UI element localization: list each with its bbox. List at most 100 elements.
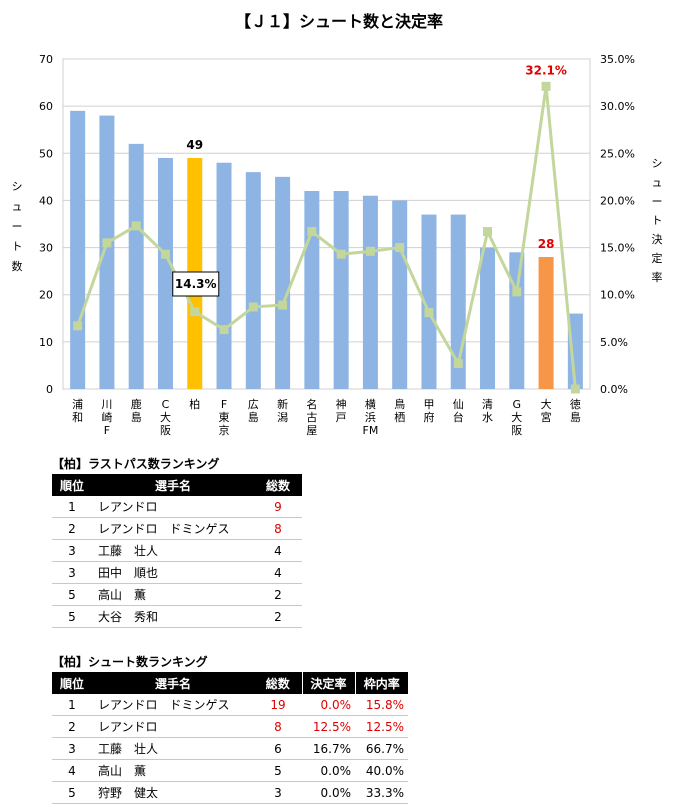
rate-marker bbox=[73, 321, 83, 331]
table-row: 4 高山 薫 5 0.0% 40.0% bbox=[52, 759, 408, 782]
player-cell: 工藤 壮人 bbox=[92, 737, 254, 760]
x-tick-char: 神 bbox=[336, 397, 347, 411]
right-axis-label-char: 定 bbox=[652, 251, 663, 265]
x-tick-char: 水 bbox=[482, 411, 493, 424]
rank-cell: 5 bbox=[52, 781, 92, 804]
table-row: 2 レアンドロ 8 12.5% 12.5% bbox=[52, 715, 408, 738]
bar bbox=[362, 195, 378, 389]
rank-cell: 3 bbox=[52, 561, 92, 584]
bar bbox=[538, 257, 554, 389]
right-axis-label-char: ト bbox=[652, 214, 663, 227]
x-tick-char: 大 bbox=[511, 410, 522, 424]
x-tick-label: 甲府 bbox=[423, 398, 434, 424]
header-rank: 順位 bbox=[52, 672, 92, 694]
bar bbox=[70, 110, 86, 389]
right-tick-label: 30.0% bbox=[600, 100, 635, 113]
total-cell: 4 bbox=[254, 561, 302, 584]
data-label: 32.1% bbox=[525, 63, 567, 77]
right-axis-label-char: 率 bbox=[652, 270, 663, 284]
header-rate: 決定率 bbox=[301, 672, 355, 694]
x-tick-label: 広島 bbox=[248, 398, 259, 424]
rank-cell: 4 bbox=[52, 759, 92, 782]
data-label: 49 bbox=[186, 138, 203, 152]
player-cell: 高山 薫 bbox=[92, 759, 254, 782]
bar bbox=[245, 172, 261, 389]
left-axis-label: シュート数 bbox=[12, 180, 23, 273]
rate-marker bbox=[278, 300, 288, 310]
x-tick-char: 柏 bbox=[189, 397, 200, 411]
header-total: 総数 bbox=[254, 672, 302, 694]
x-tick-char: 和 bbox=[72, 411, 83, 424]
ontarget-cell: 66.7% bbox=[355, 737, 408, 760]
total-cell: 4 bbox=[254, 539, 302, 562]
right-tick-label: 35.0% bbox=[600, 53, 635, 66]
x-tick-char: 広 bbox=[248, 398, 259, 411]
table-row: 1 レアンドロ 9 bbox=[52, 496, 302, 518]
lastpass-ranking-table: 順位 選手名 総数 1 レアンドロ 9 2 レアンドロ ドミンゲス 8 3 工藤 壮人 4 3 田中… bbox=[52, 474, 302, 628]
player-cell: 工藤 壮人 bbox=[92, 539, 254, 562]
player-cell: レアンドロ ドミンゲス bbox=[92, 694, 254, 716]
bar bbox=[333, 191, 349, 389]
x-tick-label: 浦和 bbox=[72, 398, 83, 424]
chart: 【Ｊ１】シュート数と決定率 0 10 20 30 40 50 60 70 0.0% 5.0% 10… bbox=[12, 12, 663, 437]
table-header-row: 順位 選手名 総数 bbox=[52, 474, 302, 496]
x-tick-char: C bbox=[162, 398, 170, 411]
rate-cell: 0.0% bbox=[302, 759, 355, 782]
total-cell: 8 bbox=[254, 715, 302, 738]
x-tick-char: 川 bbox=[101, 398, 112, 411]
x-tick-label: 徳島 bbox=[570, 398, 581, 424]
table-row: 5 大谷 秀和 2 bbox=[52, 605, 302, 628]
x-tick-char: F bbox=[221, 398, 227, 411]
header-ontarget: 枠内率 bbox=[354, 672, 408, 694]
player-cell: 大谷 秀和 bbox=[92, 605, 254, 628]
bar bbox=[128, 143, 144, 389]
x-tick-char: 島 bbox=[248, 410, 259, 424]
rank-cell: 2 bbox=[52, 715, 92, 738]
x-tick-char: 浜 bbox=[365, 411, 376, 424]
x-tick-char: 鹿 bbox=[131, 397, 142, 411]
shots-title: 【柏】シュート数ランキング bbox=[52, 655, 208, 669]
x-tick-char: 仙 bbox=[453, 398, 464, 411]
right-axis-label-char: 決 bbox=[652, 233, 663, 246]
rank-cell: 5 bbox=[52, 583, 92, 606]
header-player: 選手名 bbox=[92, 474, 254, 496]
x-tick-char: 東 bbox=[219, 411, 230, 424]
rate-cell: 0.0% bbox=[302, 781, 355, 804]
line-series bbox=[73, 81, 580, 394]
x-tick-char: 島 bbox=[570, 410, 581, 424]
rate-marker bbox=[541, 81, 551, 91]
total-cell: 3 bbox=[254, 781, 302, 804]
total-cell: 5 bbox=[254, 759, 302, 782]
rank-cell: 5 bbox=[52, 605, 92, 628]
x-tick-char: 鳥 bbox=[394, 397, 405, 411]
x-tick-char: 戸 bbox=[336, 411, 347, 424]
callout-box bbox=[172, 271, 220, 297]
bar bbox=[509, 252, 525, 389]
ontarget-cell: 15.8% bbox=[355, 694, 408, 716]
x-tick-char: 阪 bbox=[511, 423, 522, 437]
table-header-row: 順位 選手名 総数 決定率 枠内率 bbox=[52, 672, 408, 694]
total-cell: 2 bbox=[254, 605, 302, 628]
left-tick-label: 10 bbox=[39, 336, 53, 349]
player-cell: 狩野 健太 bbox=[92, 781, 254, 804]
x-tick-char: 甲 bbox=[423, 398, 434, 411]
rate-marker bbox=[190, 307, 200, 317]
table-row: 3 工藤 壮人 6 16.7% 66.7% bbox=[52, 737, 408, 760]
x-tick-char: 名 bbox=[306, 397, 317, 411]
rate-marker bbox=[365, 246, 375, 256]
left-axis-label-char: ー bbox=[12, 220, 23, 233]
bar bbox=[99, 115, 115, 390]
ontarget-cell: 33.3% bbox=[355, 781, 408, 804]
player-cell: レアンドロ bbox=[92, 496, 254, 518]
x-tick-label: 清水 bbox=[482, 398, 493, 424]
rank-cell: 3 bbox=[52, 737, 92, 760]
header-player: 選手名 bbox=[92, 672, 254, 694]
rank-cell: 1 bbox=[52, 694, 92, 716]
rate-cell: 12.5% bbox=[302, 715, 355, 738]
x-tick-label: 川崎F bbox=[101, 398, 112, 437]
lastpass-title: 【柏】ラストパス数ランキング bbox=[52, 457, 220, 471]
left-axis-ticks: 0 10 20 30 40 50 60 70 bbox=[39, 53, 53, 396]
left-tick-label: 50 bbox=[39, 147, 53, 160]
